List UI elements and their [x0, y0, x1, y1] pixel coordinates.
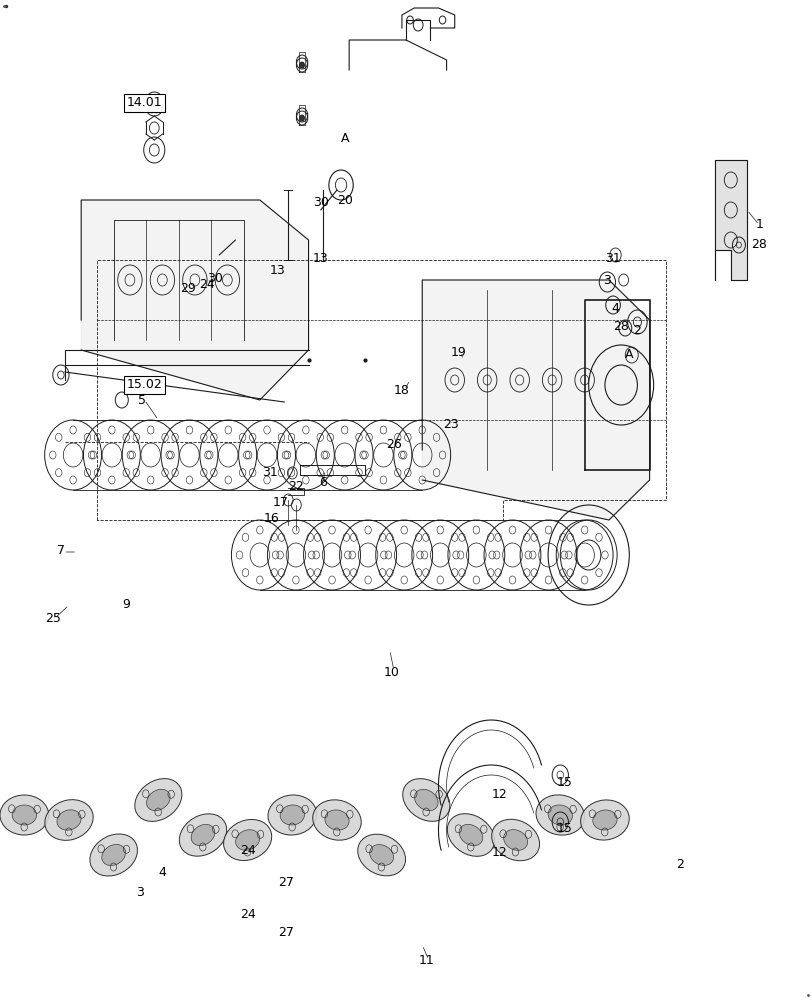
- Text: 30: 30: [312, 196, 328, 210]
- Text: 27: 27: [277, 926, 294, 938]
- Ellipse shape: [414, 789, 438, 811]
- Ellipse shape: [547, 805, 572, 825]
- Text: 25: 25: [45, 611, 61, 624]
- Text: 19: 19: [450, 346, 466, 359]
- Ellipse shape: [146, 789, 170, 811]
- Text: 13: 13: [269, 263, 285, 276]
- Text: 30: 30: [207, 271, 223, 284]
- Ellipse shape: [135, 779, 182, 821]
- Text: 1: 1: [754, 219, 762, 232]
- Text: 14.01: 14.01: [127, 97, 162, 109]
- Text: 13: 13: [312, 251, 328, 264]
- Text: 24: 24: [239, 908, 255, 922]
- Text: 31: 31: [261, 466, 277, 480]
- Text: 26: 26: [385, 438, 401, 452]
- Text: 27: 27: [277, 876, 294, 888]
- Circle shape: [299, 115, 304, 121]
- Text: 12: 12: [491, 846, 507, 858]
- Text: 22: 22: [288, 481, 304, 493]
- Text: 3: 3: [135, 886, 144, 898]
- Ellipse shape: [402, 779, 449, 821]
- Text: 17: 17: [272, 496, 288, 510]
- Text: 8: 8: [138, 99, 146, 111]
- Ellipse shape: [358, 834, 405, 876]
- Text: 18: 18: [393, 383, 410, 396]
- Text: 4: 4: [158, 865, 166, 879]
- Ellipse shape: [447, 814, 494, 856]
- Ellipse shape: [101, 844, 126, 866]
- Ellipse shape: [223, 819, 272, 861]
- Text: 16: 16: [264, 512, 280, 524]
- Text: 6: 6: [319, 476, 327, 488]
- Ellipse shape: [12, 805, 36, 825]
- Text: 24: 24: [239, 844, 255, 856]
- Ellipse shape: [57, 810, 81, 830]
- Ellipse shape: [580, 800, 629, 840]
- Text: 28: 28: [612, 320, 629, 334]
- Text: 20: 20: [337, 194, 353, 207]
- Polygon shape: [81, 200, 308, 400]
- Text: 15.02: 15.02: [127, 378, 162, 391]
- Text: A: A: [624, 349, 633, 361]
- Text: 12: 12: [491, 788, 507, 802]
- Ellipse shape: [45, 800, 93, 840]
- Text: A: A: [341, 131, 349, 144]
- Text: 3: 3: [603, 273, 611, 286]
- Ellipse shape: [179, 814, 226, 856]
- Text: 9: 9: [122, 598, 130, 611]
- Ellipse shape: [503, 830, 527, 850]
- Ellipse shape: [458, 824, 483, 846]
- Text: 23: 23: [442, 418, 458, 432]
- Ellipse shape: [324, 810, 349, 830]
- Ellipse shape: [235, 830, 260, 850]
- Ellipse shape: [312, 800, 361, 840]
- Text: 2: 2: [633, 324, 641, 336]
- Circle shape: [299, 62, 304, 68]
- Ellipse shape: [268, 795, 316, 835]
- Text: 24: 24: [199, 278, 215, 292]
- Text: 15: 15: [556, 822, 572, 834]
- Text: 29: 29: [180, 282, 196, 294]
- Text: 2: 2: [676, 858, 684, 871]
- Text: 31: 31: [604, 251, 620, 264]
- Text: 10: 10: [383, 666, 399, 678]
- Text: 15: 15: [556, 776, 572, 788]
- Text: 5: 5: [138, 393, 146, 406]
- Ellipse shape: [535, 795, 584, 835]
- Polygon shape: [422, 280, 649, 520]
- Ellipse shape: [90, 834, 137, 876]
- Text: 28: 28: [750, 238, 766, 251]
- Ellipse shape: [280, 805, 304, 825]
- Text: 7: 7: [57, 544, 65, 556]
- Ellipse shape: [369, 845, 393, 865]
- Ellipse shape: [0, 795, 49, 835]
- Ellipse shape: [491, 819, 539, 861]
- Ellipse shape: [191, 824, 215, 846]
- Text: 11: 11: [418, 954, 434, 966]
- Polygon shape: [714, 160, 746, 280]
- Ellipse shape: [592, 810, 616, 830]
- Text: 4: 4: [611, 302, 619, 314]
